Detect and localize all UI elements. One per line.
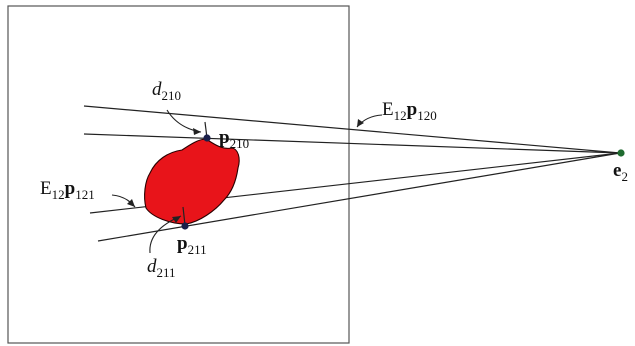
d211-arrowhead	[172, 216, 181, 223]
point-p211	[181, 222, 189, 230]
label-E12p120: E12p120	[382, 99, 437, 123]
E12p120-arrowhead	[357, 119, 364, 127]
label-p211: p211	[177, 233, 207, 257]
d210-arrowhead	[193, 128, 201, 135]
d211-distance-marker	[182, 206, 186, 226]
label-d211: d211	[147, 256, 176, 280]
epipolar-line-top	[83, 105, 621, 154]
image-frame	[7, 5, 350, 344]
label-E12p121: E12p121	[40, 178, 95, 202]
epipole-e2	[617, 149, 625, 157]
point-p210	[203, 134, 211, 142]
E12p121-arrowhead	[127, 199, 135, 207]
object-blob	[144, 138, 240, 225]
epipolar-line-p210	[83, 133, 621, 154]
label-e2: e2	[613, 160, 628, 184]
label-d210: d210	[152, 79, 181, 103]
label-p210: p210	[219, 127, 250, 151]
